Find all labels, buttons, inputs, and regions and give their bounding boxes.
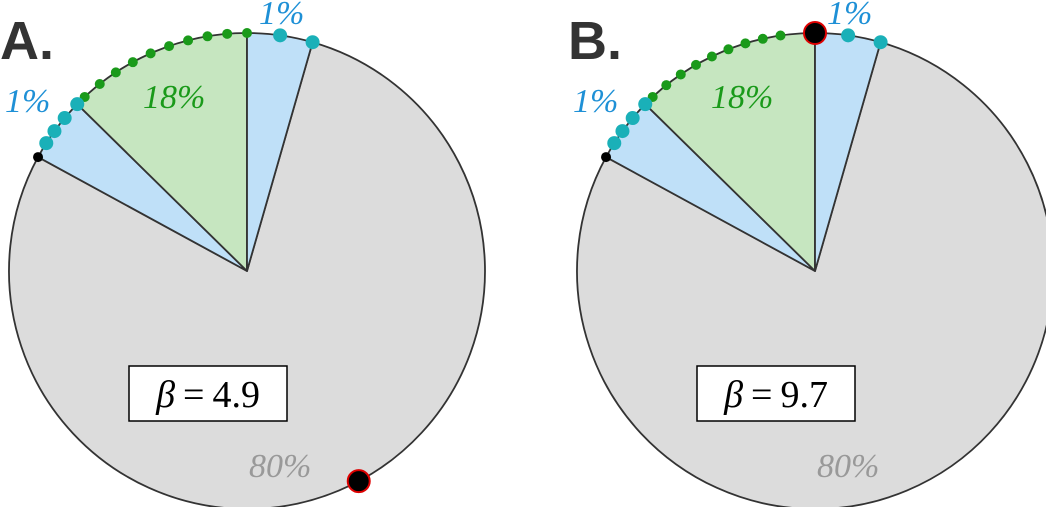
parameter: β = 9.7 [723,374,828,416]
panel: A. 1% 1% 18% 80% β = 4.9 [0,0,486,507]
black-dot [33,152,44,163]
rest-share: 80% [817,448,879,485]
teal-dot [273,28,288,43]
parameter-relation: = [183,374,204,416]
teal-dot [841,28,856,43]
parameter-symbol: β [155,374,175,416]
green-dot [706,51,717,62]
right-share: 1% [259,0,304,32]
green-dot [723,44,734,55]
teal-dot [615,124,630,139]
teal-dot [47,124,62,139]
parameter-value: 9.7 [780,374,828,416]
green-dot [740,38,751,49]
green-dot [94,79,105,90]
teal-dot [873,35,888,50]
panel-label: B. [568,11,622,71]
green-dot [202,31,213,42]
green-dot [757,33,768,44]
teal-dot [305,35,320,50]
left-share: 1% [5,83,50,120]
parameter-box [696,365,856,422]
parameter: β = 4.9 [155,374,260,416]
green-dot [222,28,233,39]
teal-dot [57,111,72,126]
left-share: 1% [573,83,618,120]
teal-dot [638,97,653,112]
green-dot [691,59,701,70]
parameter-value: 4.9 [212,374,260,416]
rest-share: 80% [249,448,311,485]
parameter-relation: = [751,374,772,416]
green-dot [242,28,252,38]
teal-dot [625,111,640,126]
green-dot [164,41,175,52]
parameter-symbol: β [723,374,743,416]
black-dot [601,152,612,163]
panel-label: A. [0,11,54,71]
teal-dot [39,136,54,151]
right-share: 1% [827,0,872,32]
green-dot [661,80,672,91]
green-dot [675,69,686,80]
gray-sector [576,41,1046,507]
highlight-dot [346,469,371,494]
teal-dot [70,97,85,112]
middle-share: 18% [143,79,205,116]
highlight-dot [803,21,827,45]
green-dot [183,35,194,46]
parameter-box [128,365,288,422]
middle-share: 18% [711,79,773,116]
gray-sector [8,41,486,507]
panel: B. 1% 1% 18% 80% β = 9.7 [568,0,1046,507]
green-dot [127,57,138,68]
teal-dot [607,136,622,151]
green-dot [110,67,121,78]
green-dot [775,30,786,41]
green-dot [145,48,156,59]
